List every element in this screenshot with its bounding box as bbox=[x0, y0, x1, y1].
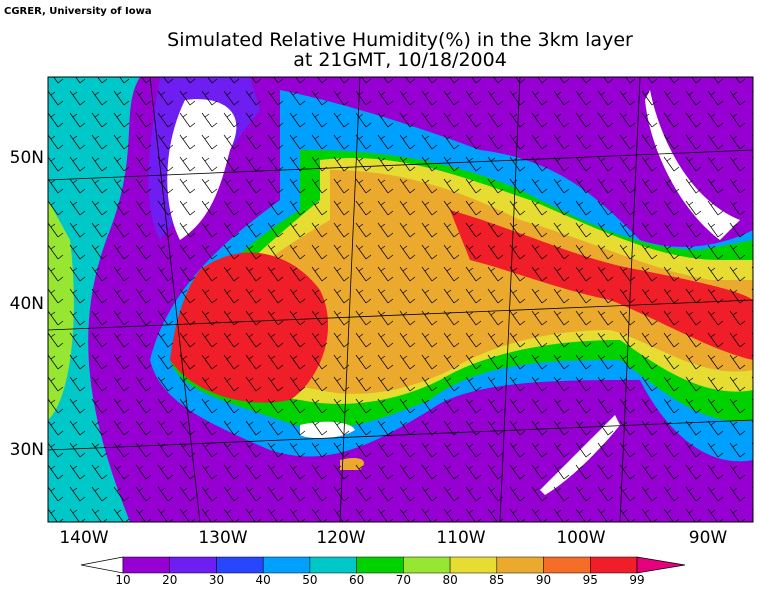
lon-label: 120W bbox=[316, 528, 365, 548]
title-line: at 21GMT, 10/18/2004 bbox=[293, 49, 507, 71]
map-frame bbox=[47, 76, 754, 523]
lon-label: 100W bbox=[556, 528, 605, 548]
colorbar-label: 95 bbox=[583, 573, 598, 587]
colorbar-end bbox=[636, 556, 686, 574]
colorbar-end bbox=[80, 556, 124, 574]
colorbar-segment bbox=[216, 556, 264, 574]
colorbar-label: 99 bbox=[629, 573, 644, 587]
colorbar-label: 85 bbox=[489, 573, 504, 587]
colorbar-segment bbox=[449, 556, 498, 574]
colorbar: 10 20 30 40 50 60 70 80 85 90 95 99 bbox=[80, 556, 686, 587]
colorbar-segment bbox=[262, 556, 311, 574]
colorbar-label: 30 bbox=[209, 573, 224, 587]
colorbar-segment bbox=[309, 556, 357, 574]
colorbar-label: 70 bbox=[396, 573, 411, 587]
humidity-field bbox=[48, 77, 753, 522]
lon-label: 140W bbox=[59, 528, 108, 548]
lon-label: 110W bbox=[436, 528, 485, 548]
colorbar-label: 20 bbox=[162, 573, 177, 587]
colorbar-segment bbox=[403, 556, 451, 574]
colorbar-label: 80 bbox=[442, 573, 457, 587]
colorbar-label: 90 bbox=[536, 573, 551, 587]
colorbar-segment bbox=[356, 556, 404, 574]
colorbar-label: 50 bbox=[302, 573, 317, 587]
lat-label: 50N bbox=[10, 148, 44, 168]
colorbar-label: 40 bbox=[256, 573, 271, 587]
lat-label: 30N bbox=[10, 440, 44, 460]
title-line: Simulated Relative Humidity(%) in the 3k… bbox=[167, 29, 633, 51]
colorbar-segment bbox=[122, 556, 170, 574]
colorbar-segment bbox=[169, 556, 217, 574]
colorbar-segment bbox=[590, 556, 638, 574]
colorbar-label: 10 bbox=[115, 573, 130, 587]
lon-label: 130W bbox=[198, 528, 247, 548]
colorbar-label: 60 bbox=[349, 573, 364, 587]
colorbar-segment bbox=[496, 556, 544, 574]
colorbar-segment bbox=[543, 556, 591, 574]
lon-label: 90W bbox=[689, 528, 728, 548]
credit: CGRER, University of Iowa bbox=[4, 6, 152, 17]
lat-label: 40N bbox=[10, 294, 44, 314]
